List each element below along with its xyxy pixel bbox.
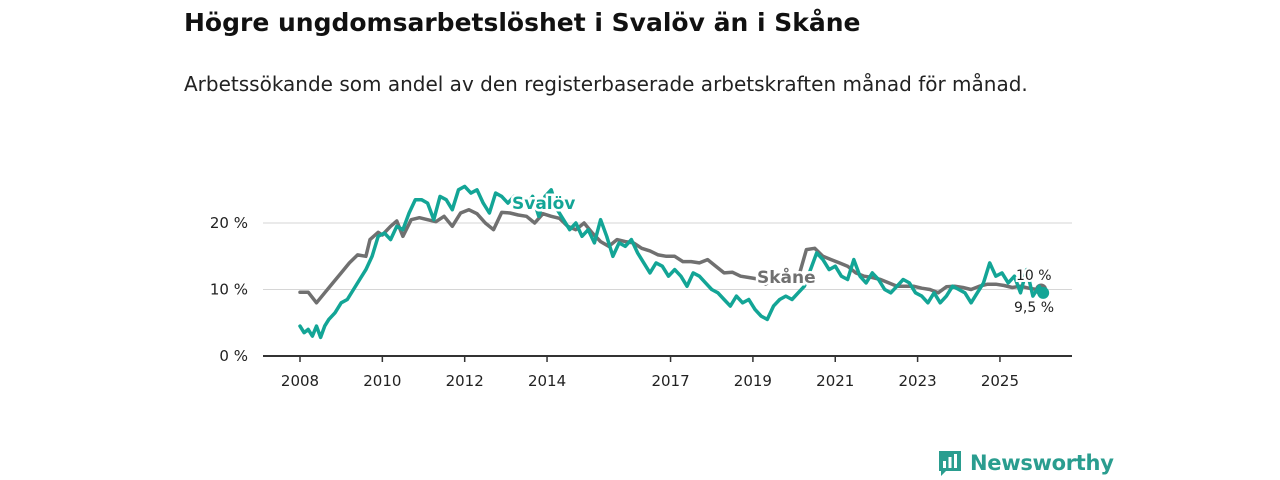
brand-name: Newsworthy xyxy=(970,451,1114,475)
x-tick-label: 2023 xyxy=(899,372,937,390)
end-value-label-skane: 10 % xyxy=(1016,268,1052,284)
chart-title: Högre ungdomsarbetslöshet i Svalöv än i … xyxy=(184,8,861,37)
x-tick-label: 2019 xyxy=(734,372,772,390)
y-tick-label: 20 % xyxy=(210,214,248,232)
series-line-skane xyxy=(298,207,1043,305)
x-tick-label: 2014 xyxy=(528,372,566,390)
end-value-label-svalov: 9,5 % xyxy=(1014,300,1054,316)
newsworthy-logo: Newsworthy xyxy=(937,448,1114,478)
series-label-svalov: Svalöv xyxy=(512,194,575,214)
y-tick-label: 10 % xyxy=(210,281,248,299)
series-line-svalov xyxy=(298,184,1045,340)
x-tick-label: 2021 xyxy=(816,372,854,390)
x-tick-label: 2025 xyxy=(981,372,1019,390)
x-tick-label: 2008 xyxy=(281,372,319,390)
end-point-svalov xyxy=(1037,286,1050,299)
chart-subtitle: Arbetssökande som andel av den registerb… xyxy=(184,72,1028,96)
x-tick-label: 2017 xyxy=(651,372,689,390)
series-label-skane: Skåne xyxy=(757,266,816,288)
x-tick-label: 2012 xyxy=(446,372,484,390)
y-tick-label: 0 % xyxy=(219,347,248,365)
bar-chart-logo-icon xyxy=(939,451,961,476)
x-tick-label: 2010 xyxy=(363,372,401,390)
